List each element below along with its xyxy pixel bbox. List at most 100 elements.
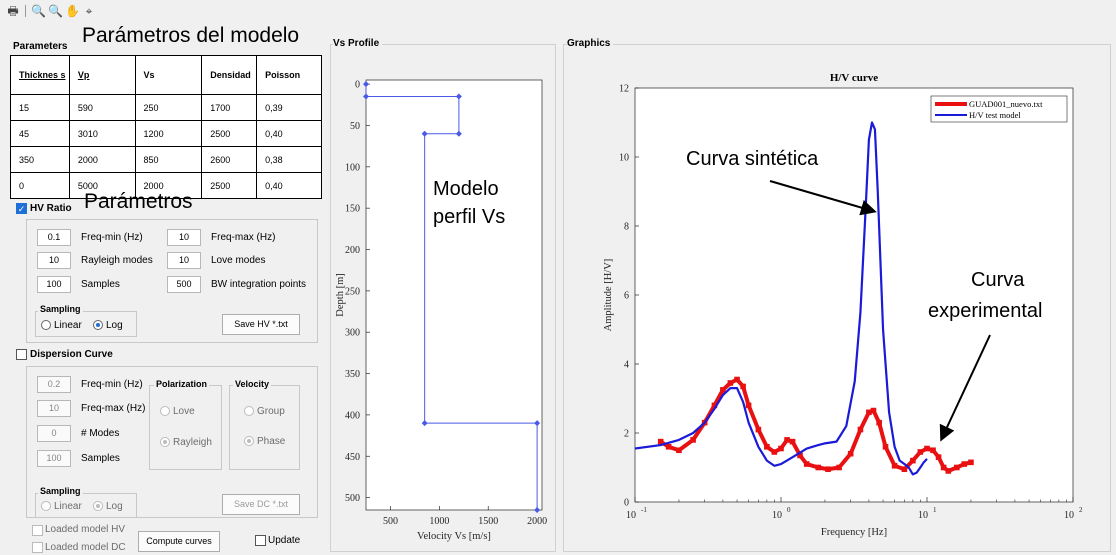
experimental-point [690, 437, 696, 443]
hv-freq-min-label: Freq-min (Hz) [81, 232, 143, 243]
toolbar-separator [25, 5, 26, 17]
velocity-phase-radio[interactable] [244, 436, 254, 446]
dc-sampling-log-radio[interactable] [93, 501, 103, 511]
dispersion-curve-title: Dispersion Curve [30, 349, 113, 360]
table-cell[interactable]: 5000 [68, 172, 136, 199]
experimental-point [734, 376, 740, 383]
hv-sampling-group [35, 311, 137, 337]
hv-freq-max-input[interactable]: 10 [167, 229, 201, 246]
dc-modes-input[interactable]: 0 [37, 425, 71, 442]
save-hv-button[interactable]: Save HV *.txt [222, 314, 300, 335]
experimental-point [755, 426, 762, 433]
experimental-point [784, 437, 790, 443]
experimental-point [789, 438, 796, 445]
hv-freq-min-input[interactable]: 0.1 [37, 229, 71, 246]
print-icon[interactable]: 🖶 [7, 4, 19, 18]
vs-profile-chart: 0 50 100 150 200 250 300 350 400 450 500 500 1000 150… [335, 80, 547, 542]
polarization-love-radio[interactable] [160, 406, 170, 416]
velocity-group-radio[interactable] [244, 406, 254, 416]
table-cell[interactable]: 250 [134, 94, 203, 121]
polarization-title: Polarization [154, 379, 210, 389]
compute-curves-button[interactable]: Compute curves [138, 531, 220, 552]
loaded-model-dc-checkbox[interactable] [32, 542, 43, 553]
table-cell[interactable]: 2000 [68, 146, 136, 173]
table-cell[interactable]: 0,40 [256, 172, 322, 199]
experimental-point [954, 464, 960, 471]
x-tick-label: 10 [1064, 510, 1074, 521]
x-tick-label: 10 [772, 510, 782, 521]
hv-bw-points-input[interactable]: 500 [167, 276, 201, 293]
loaded-model-hv-label: Loaded model HV [45, 524, 126, 535]
hv-ratio-checkbox[interactable]: ✓ [16, 203, 27, 214]
x-tick-label: 10 [626, 510, 636, 521]
polarization-rayleigh-radio[interactable] [160, 437, 170, 447]
figure-toolbar: 🖶 🔍 🔍 ✋ ⌖ [0, 0, 1116, 22]
y-tick-label: 300 [345, 328, 360, 339]
update-checkbox[interactable] [255, 535, 266, 546]
hv-love-modes-label: Love modes [211, 255, 266, 266]
save-dc-button[interactable]: Save DC *.txt [222, 494, 300, 515]
dispersion-curve-checkbox[interactable] [16, 349, 27, 360]
experimental-point [727, 380, 734, 386]
loaded-model-hv-checkbox[interactable] [32, 525, 43, 536]
dc-samples-input[interactable]: 100 [37, 450, 71, 467]
vs-profile-marker [534, 420, 541, 427]
x-axis-label: Velocity Vs [m/s] [417, 531, 491, 542]
y-tick-label: 500 [345, 493, 360, 504]
experimental-point [720, 387, 726, 393]
experimental-point [771, 449, 778, 455]
experimental-point [803, 461, 810, 467]
experimental-point [917, 449, 924, 455]
x-tick-label: 500 [383, 516, 398, 527]
table-cell[interactable]: 2500 [201, 172, 258, 199]
hv-ratio-overlay-label: Parámetros [84, 190, 193, 213]
graphics-title: Graphics [567, 38, 614, 49]
table-cell[interactable]: 2500 [201, 120, 258, 147]
experimental-point [910, 457, 916, 464]
x-tick-label: 10 [918, 510, 928, 521]
dc-freq-max-input[interactable]: 10 [37, 400, 71, 417]
table-cell[interactable]: 0 [10, 172, 70, 199]
table-cell[interactable]: 2600 [201, 146, 258, 173]
zoom-out-icon[interactable]: 🔍 [48, 4, 63, 18]
table-cell[interactable]: 0,38 [256, 146, 322, 173]
y-tick-label: 100 [345, 162, 360, 173]
table-cell[interactable]: 45 [10, 120, 70, 147]
pan-hand-icon[interactable]: ✋ [65, 4, 80, 18]
table-cell[interactable]: 1700 [201, 94, 258, 121]
zoom-in-icon[interactable]: 🔍 [31, 4, 46, 18]
experimental-point [764, 444, 770, 450]
table-cell[interactable]: 3010 [68, 120, 136, 147]
vs-profile-title: Vs Profile [333, 38, 383, 49]
hv-love-modes-input[interactable]: 10 [167, 252, 201, 269]
velocity-phase-label: Phase [257, 436, 286, 447]
y-tick-label: 350 [345, 369, 360, 380]
experimental-curve [659, 377, 972, 473]
hv-samples-input[interactable]: 100 [37, 276, 71, 293]
table-cell[interactable]: 0,39 [256, 94, 322, 121]
table-cell[interactable]: 2000 [134, 172, 203, 199]
dc-sampling-linear-radio[interactable] [41, 501, 51, 511]
table-cell[interactable]: 590 [68, 94, 136, 121]
parameters-table[interactable]: Thicknes s Vp Vs Densidad Poisson 15 590… [10, 55, 322, 199]
hv-rayleigh-modes-input[interactable]: 10 [37, 252, 71, 269]
table-cell[interactable]: 1200 [134, 120, 203, 147]
column-header: Thicknes s [10, 55, 70, 95]
experimental-point [891, 462, 898, 469]
parameters-title: Parameters [13, 41, 68, 52]
experimental-point [961, 461, 968, 467]
x-axis-label: Frequency [Hz] [821, 527, 887, 538]
synthetic-arrow [769, 180, 877, 216]
vs-profile-line [365, 84, 538, 510]
hv-sampling-linear-radio[interactable] [41, 320, 51, 330]
x-tick-exponent: 2 [1079, 506, 1083, 514]
dc-samples-label: Samples [81, 453, 120, 464]
data-cursor-icon[interactable]: ⌖ [85, 4, 93, 18]
hv-sampling-log-radio[interactable] [93, 320, 103, 330]
dc-freq-min-input[interactable]: 0.2 [37, 376, 71, 393]
table-cell[interactable]: 15 [10, 94, 70, 121]
legend-label-synthetic: H/V test model [969, 110, 1021, 120]
x-tick-label: 1000 [429, 516, 449, 527]
